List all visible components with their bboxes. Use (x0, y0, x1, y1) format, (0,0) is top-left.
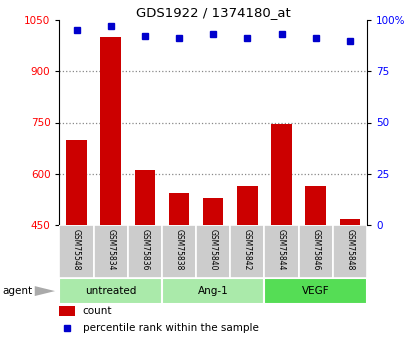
Bar (162, 278, 264, 304)
Bar (298, 225, 332, 278)
Text: percentile rank within the sample: percentile rank within the sample (82, 323, 258, 333)
Bar (202, 198, 223, 225)
Bar (264, 225, 298, 278)
Text: untreated: untreated (85, 286, 136, 296)
Text: GSM75836: GSM75836 (140, 229, 149, 271)
Text: count: count (82, 306, 112, 316)
Bar (169, 193, 189, 225)
Title: GDS1922 / 1374180_at: GDS1922 / 1374180_at (135, 6, 290, 19)
Bar (271, 124, 291, 225)
Bar (196, 225, 230, 278)
Bar (162, 225, 196, 278)
Text: VEGF: VEGF (301, 286, 329, 296)
Text: GSM75846: GSM75846 (310, 229, 319, 271)
Text: GSM75848: GSM75848 (344, 229, 353, 271)
Bar (59, 225, 93, 278)
Text: GSM75838: GSM75838 (174, 229, 183, 271)
Bar (264, 278, 366, 304)
Text: GSM75840: GSM75840 (208, 229, 217, 271)
Bar (93, 225, 128, 278)
Bar (59, 278, 162, 304)
Bar (66, 140, 87, 225)
Text: agent: agent (2, 286, 32, 296)
Bar (332, 225, 366, 278)
Bar (59, 306, 74, 316)
Bar (339, 219, 359, 225)
Bar (230, 225, 264, 278)
Text: Ang-1: Ang-1 (197, 286, 228, 296)
Bar (236, 186, 257, 225)
Bar (128, 225, 162, 278)
Text: GSM75834: GSM75834 (106, 229, 115, 271)
Bar (100, 37, 121, 225)
Text: GSM75548: GSM75548 (72, 229, 81, 271)
Bar (134, 170, 155, 225)
Polygon shape (35, 286, 55, 296)
Text: GSM75844: GSM75844 (276, 229, 285, 271)
Bar (305, 186, 325, 225)
Text: GSM75842: GSM75842 (242, 229, 251, 271)
